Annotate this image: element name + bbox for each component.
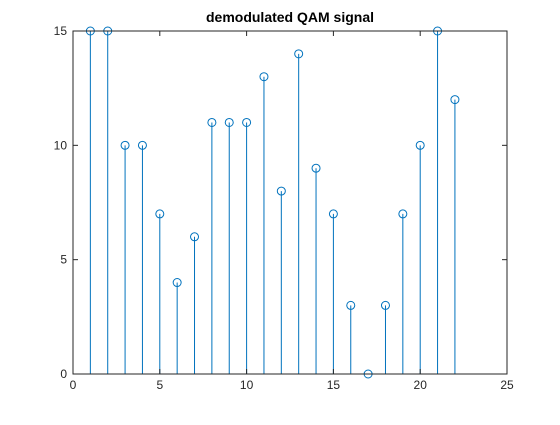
stem-marker [137,140,147,150]
stem-marker [311,163,321,173]
chart-title: demodulated QAM signal [206,9,374,25]
x-tick-label: 25 [500,378,514,392]
stem-marker [172,278,182,288]
stem-marker [259,72,269,82]
stem-marker [415,140,425,150]
stem-marker [328,209,338,219]
stem-marker [155,209,165,219]
stem-marker [242,117,252,127]
x-tick-label: 15 [327,378,341,392]
stem-marker [294,49,304,59]
stem-marker [207,117,217,127]
stem-marker [346,300,356,310]
stem-marker [380,300,390,310]
x-tick-label: 20 [414,378,428,392]
stem-marker [398,209,408,219]
plot-area-background [73,31,507,374]
y-tick-label: 0 [60,367,67,381]
x-tick-label: 10 [240,378,254,392]
y-tick-label: 5 [60,253,67,267]
axes-layer: 0 5 10 15 20 25 0 5 10 15 [54,24,514,392]
stem-marker [276,186,286,196]
x-tick-label: 5 [156,378,163,392]
y-tick-label: 15 [54,24,68,38]
stem-marker [190,232,200,242]
stem-marker [224,117,234,127]
stem-marker [120,140,130,150]
axes-box [72,30,508,375]
y-tick-label: 10 [54,138,68,152]
stem-marker [450,95,460,105]
x-tick-label: 0 [70,378,77,392]
stems-layer [89,31,456,374]
